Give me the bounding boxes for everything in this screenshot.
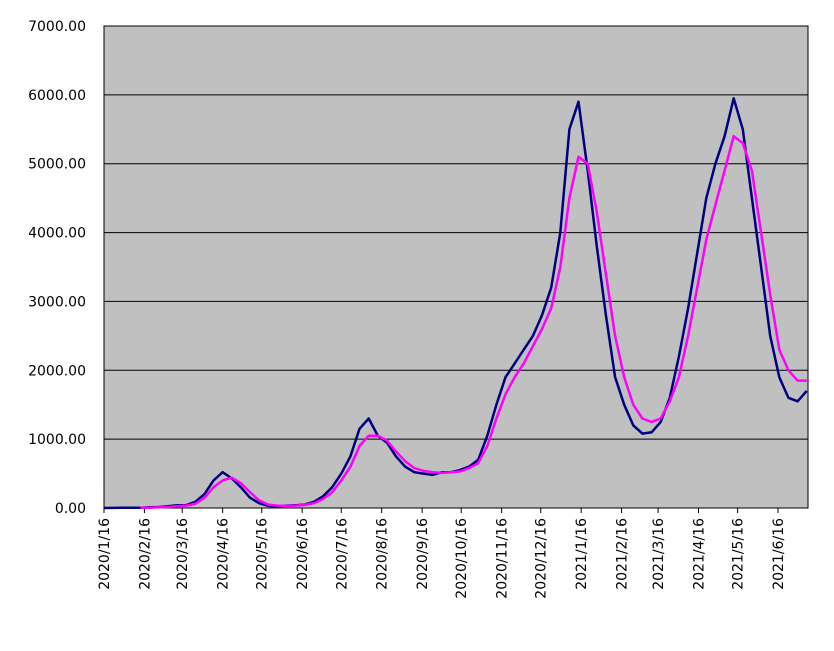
x-tick-label: 2020/5/16 <box>255 518 271 590</box>
y-tick-label: 0.00 <box>55 501 86 517</box>
series-line <box>140 134 807 510</box>
y-tick-label: 7000.00 <box>28 19 86 35</box>
x-tick-label: 2020/11/16 <box>495 518 511 599</box>
x-tick-label: 2020/8/16 <box>375 518 391 590</box>
y-tick-label: 1000.00 <box>28 432 86 448</box>
x-tick-label: 2021/1/16 <box>574 518 590 590</box>
x-tick-label: 2021/3/16 <box>651 518 667 590</box>
x-tick-label: 2020/9/16 <box>415 518 431 590</box>
x-tick-label: 2021/4/16 <box>691 518 707 590</box>
y-tick-label: 6000.00 <box>28 88 86 104</box>
x-tick-label: 2021/2/16 <box>615 518 631 590</box>
x-tick-label: 2020/4/16 <box>216 518 232 590</box>
x-tick-label: 2021/6/16 <box>771 518 787 590</box>
y-tick-label: 5000.00 <box>28 157 86 173</box>
x-tick-label: 2020/2/16 <box>137 518 153 590</box>
x-tick-label: 2021/5/16 <box>731 518 747 590</box>
x-tick-label: 2020/1/16 <box>97 518 113 590</box>
x-tick-label: 2020/10/16 <box>454 518 470 599</box>
y-tick-label: 4000.00 <box>28 226 86 242</box>
plot-area <box>103 25 809 509</box>
y-tick-label: 3000.00 <box>28 294 86 310</box>
x-tick-label: 2020/6/16 <box>295 518 311 590</box>
x-tick-label: 2020/3/16 <box>175 518 191 590</box>
x-tick-label: 2020/12/16 <box>534 518 550 599</box>
x-tick-label: 2020/7/16 <box>334 518 350 590</box>
y-tick-label: 2000.00 <box>28 363 86 379</box>
